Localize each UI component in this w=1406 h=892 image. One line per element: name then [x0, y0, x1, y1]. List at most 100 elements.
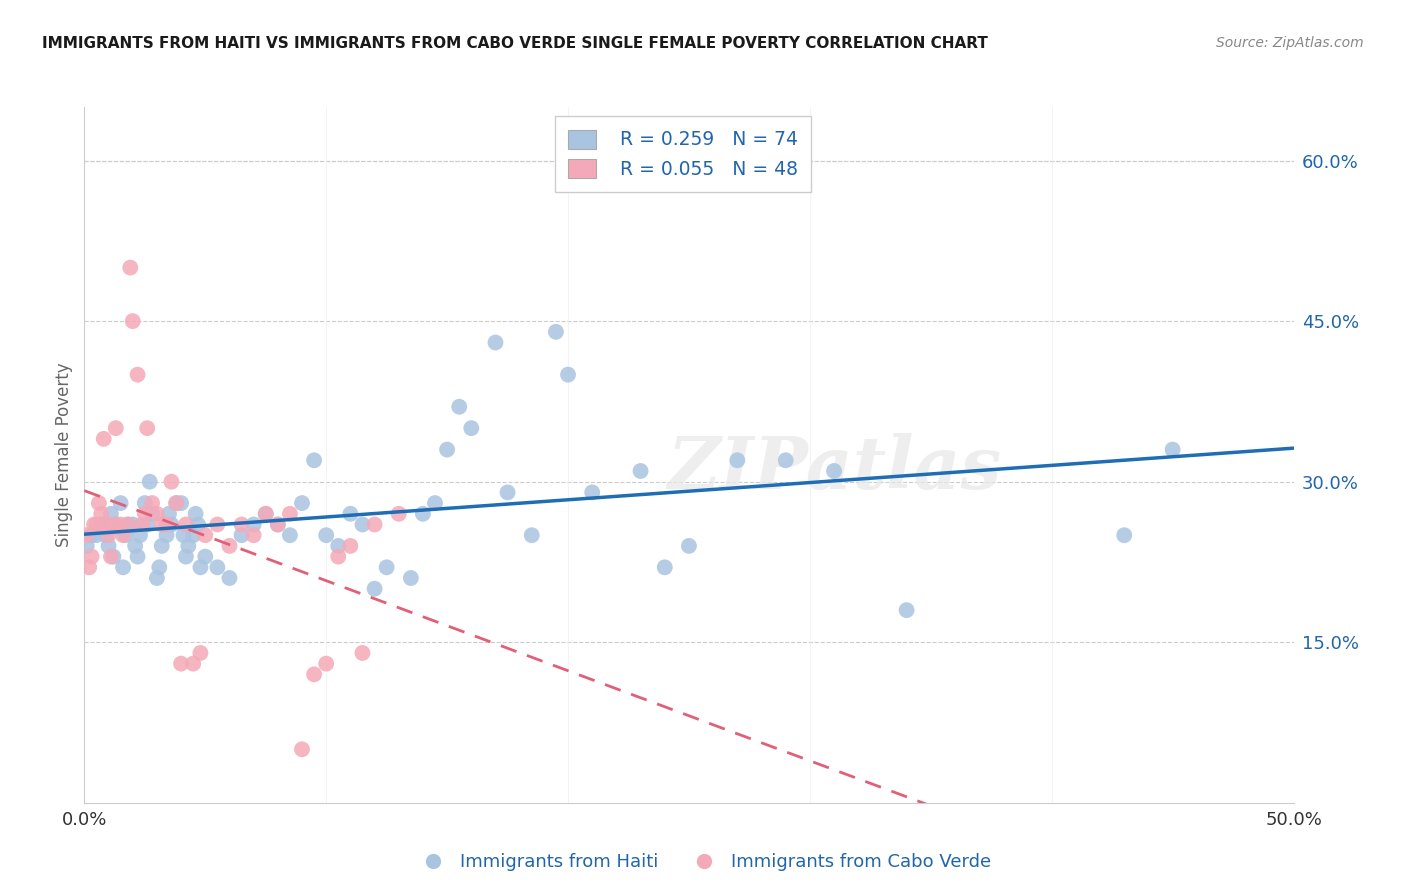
Point: [170, 657, 193, 671]
Point: [90, 517, 112, 532]
Point: [86, 517, 108, 532]
Point: [363, 582, 385, 596]
Legend: Immigrants from Haiti, Immigrants from Cabo Verde: Immigrants from Haiti, Immigrants from C…: [408, 847, 998, 879]
Point: [291, 742, 314, 756]
Point: [103, 549, 125, 564]
Point: [194, 528, 217, 542]
Point: [725, 453, 748, 467]
Point: [155, 528, 177, 542]
Point: [823, 464, 845, 478]
Point: [278, 528, 301, 542]
Text: IMMIGRANTS FROM HAITI VS IMMIGRANTS FROM CABO VERDE SINGLE FEMALE POVERTY CORREL: IMMIGRANTS FROM HAITI VS IMMIGRANTS FROM…: [42, 36, 988, 51]
Point: [160, 475, 183, 489]
Point: [1114, 528, 1136, 542]
Point: [150, 539, 173, 553]
Point: [581, 485, 603, 500]
Point: [157, 507, 180, 521]
Point: [87, 496, 110, 510]
Point: [339, 507, 361, 521]
Point: [121, 517, 143, 532]
Point: [315, 657, 337, 671]
Point: [267, 517, 290, 532]
Point: [131, 517, 153, 532]
Point: [150, 517, 173, 532]
Point: [184, 507, 207, 521]
Point: [630, 464, 652, 478]
Point: [388, 507, 411, 521]
Point: [93, 432, 115, 446]
Point: [148, 560, 170, 574]
Point: [218, 571, 240, 585]
Point: [190, 560, 212, 574]
Point: [86, 528, 108, 542]
Point: [100, 549, 122, 564]
Point: [97, 539, 120, 553]
Point: [207, 560, 229, 574]
Point: [187, 517, 209, 532]
Point: [134, 507, 156, 521]
Point: [160, 517, 183, 532]
Point: [449, 400, 471, 414]
Point: [174, 517, 197, 532]
Y-axis label: Single Female Poverty: Single Female Poverty: [55, 363, 73, 547]
Point: [328, 549, 350, 564]
Point: [436, 442, 458, 457]
Point: [136, 517, 159, 532]
Point: [242, 528, 264, 542]
Text: Source: ZipAtlas.com: Source: ZipAtlas.com: [1216, 36, 1364, 50]
Point: [127, 549, 149, 564]
Point: [181, 657, 204, 671]
Point: [170, 496, 193, 510]
Point: [100, 507, 122, 521]
Point: [352, 517, 374, 532]
Text: ZIPatlas: ZIPatlas: [666, 434, 1001, 504]
Point: [141, 496, 163, 510]
Point: [80, 528, 103, 542]
Point: [121, 314, 143, 328]
Point: [120, 260, 142, 275]
Legend:   R = 0.259   N = 74,   R = 0.055   N = 48: R = 0.259 N = 74, R = 0.055 N = 48: [555, 117, 811, 192]
Point: [399, 571, 422, 585]
Point: [97, 528, 120, 542]
Point: [114, 528, 136, 542]
Point: [134, 496, 156, 510]
Point: [177, 539, 200, 553]
Point: [302, 453, 325, 467]
Point: [278, 507, 301, 521]
Point: [110, 496, 132, 510]
Point: [496, 485, 519, 500]
Point: [76, 539, 98, 553]
Point: [375, 560, 398, 574]
Point: [231, 528, 253, 542]
Point: [352, 646, 374, 660]
Point: [315, 528, 337, 542]
Point: [110, 517, 132, 532]
Point: [93, 517, 115, 532]
Point: [231, 517, 253, 532]
Point: [557, 368, 579, 382]
Point: [80, 549, 103, 564]
Point: [112, 528, 135, 542]
Point: [460, 421, 482, 435]
Point: [117, 517, 139, 532]
Point: [194, 549, 217, 564]
Point: [267, 517, 290, 532]
Point: [146, 571, 169, 585]
Point: [339, 539, 361, 553]
Point: [423, 496, 446, 510]
Point: [302, 667, 325, 681]
Point: [136, 421, 159, 435]
Point: [363, 517, 385, 532]
Point: [138, 475, 160, 489]
Point: [77, 560, 100, 574]
Point: [165, 496, 187, 510]
Point: [155, 517, 177, 532]
Point: [254, 507, 277, 521]
Point: [654, 560, 676, 574]
Point: [90, 507, 112, 521]
Point: [124, 539, 146, 553]
Point: [112, 560, 135, 574]
Point: [94, 528, 117, 542]
Point: [896, 603, 918, 617]
Point: [173, 528, 195, 542]
